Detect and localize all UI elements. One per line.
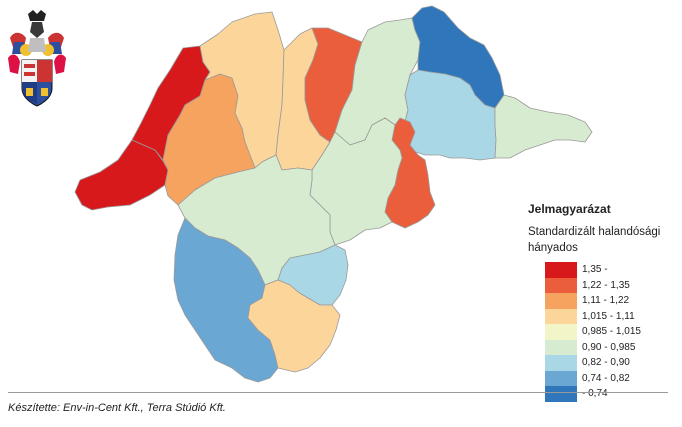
region-west-red: [74, 139, 169, 211]
legend-item: 0,90 - 0,985: [528, 339, 678, 355]
legend-label: - 0,74: [582, 388, 608, 400]
legend-label: 1,015 - 1,11: [582, 310, 635, 322]
legend-classes: 1,35 - 1,22 - 1,35 1,11 - 1,22 1,015 - 1,11…: [528, 262, 678, 402]
legend-swatch: [545, 386, 577, 402]
legend-subtitle: Standardizált halandósági hányados: [528, 226, 661, 254]
legend-title: Jelmagyarázat: [528, 202, 611, 216]
credit-text: Készítette: Env-in-Cent Kft., Terra Stúd…: [8, 402, 226, 414]
legend-item: 1,015 - 1,11: [528, 308, 678, 324]
coat-of-arms-icon: [8, 10, 66, 107]
map-legend: Jelmagyarázat Standardizált halandósági …: [528, 202, 678, 402]
legend-swatch: [545, 277, 577, 293]
legend-item: 0,74 - 0,82: [528, 370, 678, 386]
legend-swatch: [545, 262, 577, 278]
legend-label: 0,90 - 0,985: [582, 341, 636, 353]
legend-swatch: [545, 308, 577, 324]
legend-label: 1,22 - 1,35: [582, 279, 630, 291]
legend-label: 0,74 - 0,82: [582, 372, 630, 384]
legend-label: 0,985 - 1,015: [582, 326, 641, 338]
legend-swatch: [545, 293, 577, 309]
legend-label: 0,82 - 0,90: [582, 357, 630, 369]
legend-item: 1,22 - 1,35: [528, 277, 678, 293]
legend-item: 1,35 -: [528, 262, 678, 278]
legend-swatch: [545, 370, 577, 386]
legend-swatch: [545, 324, 577, 340]
legend-label: 1,35 -: [582, 264, 608, 276]
legend-item: 0,82 - 0,90: [528, 355, 678, 371]
legend-swatch: [545, 339, 577, 355]
legend-item: 1,11 - 1,22: [528, 293, 678, 309]
footer-divider: [8, 392, 668, 393]
region-south-peach: [247, 279, 341, 373]
region-east-light-green: [494, 94, 593, 159]
legend-label: 1,11 - 1,22: [582, 295, 630, 307]
legend-item: - 0,74: [528, 386, 678, 402]
legend-item: 0,985 - 1,015: [528, 324, 678, 340]
legend-swatch: [545, 355, 577, 371]
